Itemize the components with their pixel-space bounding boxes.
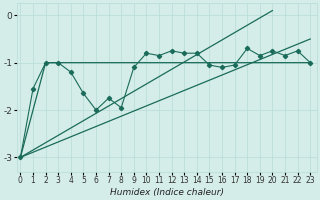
X-axis label: Humidex (Indice chaleur): Humidex (Indice chaleur) — [109, 188, 224, 197]
